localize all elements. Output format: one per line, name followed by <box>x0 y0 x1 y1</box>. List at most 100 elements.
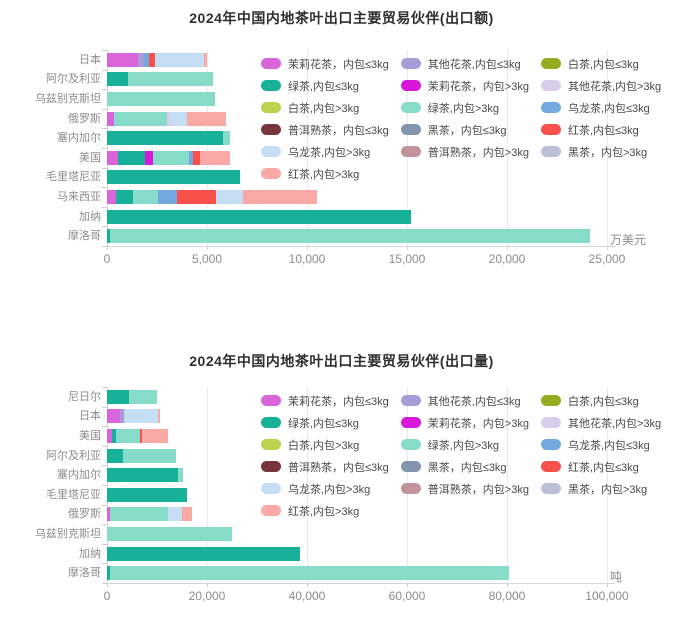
bar-row[interactable] <box>107 170 240 185</box>
bar-segment[interactable] <box>168 507 182 522</box>
bar-row[interactable] <box>107 52 207 67</box>
legend-item[interactable]: 绿茶,内包>3kg <box>400 436 529 453</box>
bar-segment[interactable] <box>107 111 114 126</box>
legend-item[interactable]: 黑茶，内包>3kg <box>540 480 661 497</box>
bar-segment[interactable] <box>107 209 411 224</box>
bar-segment[interactable] <box>107 389 130 404</box>
bar-segment[interactable] <box>215 190 244 204</box>
bar-row[interactable] <box>107 190 317 204</box>
legend-item[interactable]: 白茶,内包≤3kg <box>540 392 661 409</box>
bar-segment[interactable] <box>107 170 240 185</box>
bar-segment[interactable] <box>158 409 161 424</box>
legend-item[interactable]: 黑茶，内包≤3kg <box>400 121 529 138</box>
bar-segment[interactable] <box>118 150 145 165</box>
legend-item[interactable]: 其他花茶,内包>3kg <box>540 77 661 94</box>
bar-segment[interactable] <box>169 111 188 126</box>
legend-item[interactable]: 红茶,内包>3kg <box>261 502 389 519</box>
bar-segment[interactable] <box>107 131 224 146</box>
bar-segment[interactable] <box>187 111 226 126</box>
bar-segment[interactable] <box>203 52 207 67</box>
bar-segment[interactable] <box>107 409 120 424</box>
bar-row[interactable] <box>107 507 192 522</box>
legend-item[interactable]: 茉莉花茶，内包≤3kg <box>261 392 389 409</box>
bar-segment[interactable] <box>199 150 230 165</box>
legend-item[interactable]: 其他花茶,内包>3kg <box>540 414 661 431</box>
legend-item[interactable]: 白茶,内包≤3kg <box>540 55 661 72</box>
bar-segment[interactable] <box>144 150 154 165</box>
legend-item[interactable]: 白茶,内包>3kg <box>261 99 389 116</box>
bar-segment[interactable] <box>110 229 590 244</box>
legend-item[interactable]: 乌龙茶,内包>3kg <box>261 143 389 160</box>
bar-segment[interactable] <box>110 566 509 581</box>
legend-item[interactable]: 其他花茶,内包≤3kg <box>400 55 529 72</box>
legend-item[interactable]: 茉莉花茶，内包>3kg <box>400 414 529 431</box>
bar-segment[interactable] <box>107 229 110 244</box>
legend-item[interactable]: 普洱熟茶，内包≤3kg <box>261 458 389 475</box>
bar-row[interactable] <box>107 92 215 106</box>
legend-item[interactable]: 其他花茶,内包≤3kg <box>400 392 529 409</box>
bar-segment[interactable] <box>139 429 142 443</box>
bar-segment[interactable] <box>107 52 138 67</box>
bar-segment[interactable] <box>141 429 168 443</box>
bar-segment[interactable] <box>178 468 183 483</box>
bar-segment[interactable] <box>158 190 178 204</box>
bar-segment[interactable] <box>122 448 176 463</box>
bar-segment[interactable] <box>107 507 110 522</box>
bar-row[interactable] <box>107 468 183 483</box>
bar-segment[interactable] <box>120 409 124 424</box>
legend-item[interactable]: 乌龙茶,内包≤3kg <box>540 99 661 116</box>
bar-row[interactable] <box>107 150 230 165</box>
bar-segment[interactable] <box>107 468 179 483</box>
bar-row[interactable] <box>107 566 509 581</box>
bar-segment[interactable] <box>116 190 133 204</box>
bar-segment[interactable] <box>107 527 232 541</box>
bar-segment[interactable] <box>138 52 144 67</box>
bar-row[interactable] <box>107 389 157 404</box>
bar-segment[interactable] <box>192 150 200 165</box>
bar-segment[interactable] <box>107 448 123 463</box>
legend-item[interactable]: 绿茶,内包>3kg <box>400 99 529 116</box>
bar-segment[interactable] <box>177 190 216 204</box>
bar-row[interactable] <box>107 448 176 463</box>
bar-row[interactable] <box>107 527 232 541</box>
bar-segment[interactable] <box>144 52 149 67</box>
bar-segment[interactable] <box>115 429 140 443</box>
legend-item[interactable]: 普洱熟茶，内包≤3kg <box>261 121 389 138</box>
bar-row[interactable] <box>107 229 590 244</box>
bar-segment[interactable] <box>128 72 213 87</box>
bar-row[interactable] <box>107 111 226 126</box>
bar-segment[interactable] <box>124 409 159 424</box>
legend-item[interactable]: 黑茶，内包≤3kg <box>400 458 529 475</box>
legend-item[interactable]: 绿茶,内包≤3kg <box>261 414 389 431</box>
bar-segment[interactable] <box>154 52 204 67</box>
bar-row[interactable] <box>107 72 213 87</box>
legend-item[interactable]: 红茶,内包>3kg <box>261 165 389 182</box>
legend-item[interactable]: 茉莉花茶，内包>3kg <box>400 77 529 94</box>
bar-segment[interactable] <box>189 150 193 165</box>
bar-segment[interactable] <box>114 111 167 126</box>
bar-row[interactable] <box>107 429 168 443</box>
bar-segment[interactable] <box>107 72 128 87</box>
bar-segment[interactable] <box>181 507 192 522</box>
bar-segment[interactable] <box>132 190 159 204</box>
bar-segment[interactable] <box>129 389 157 404</box>
bar-segment[interactable] <box>107 429 112 443</box>
legend-item[interactable]: 普洱熟茶，内包>3kg <box>400 480 529 497</box>
bar-row[interactable] <box>107 209 411 224</box>
bar-segment[interactable] <box>107 150 119 165</box>
legend-item[interactable]: 黑茶，内包>3kg <box>540 143 661 160</box>
legend-item[interactable]: 红茶,内包≤3kg <box>540 458 661 475</box>
bar-segment[interactable] <box>153 150 190 165</box>
legend-item[interactable]: 乌龙茶,内包>3kg <box>261 480 389 497</box>
bar-segment[interactable] <box>111 429 116 443</box>
bar-segment[interactable] <box>148 52 155 67</box>
bar-segment[interactable] <box>223 131 230 146</box>
bar-segment[interactable] <box>107 566 110 581</box>
bar-segment[interactable] <box>110 507 169 522</box>
legend-item[interactable]: 茉莉花茶，内包≤3kg <box>261 55 389 72</box>
bar-row[interactable] <box>107 487 188 502</box>
bar-row[interactable] <box>107 131 230 146</box>
bar-segment[interactable] <box>107 92 215 106</box>
legend-item[interactable]: 绿茶,内包≤3kg <box>261 77 389 94</box>
bar-segment[interactable] <box>243 190 317 204</box>
